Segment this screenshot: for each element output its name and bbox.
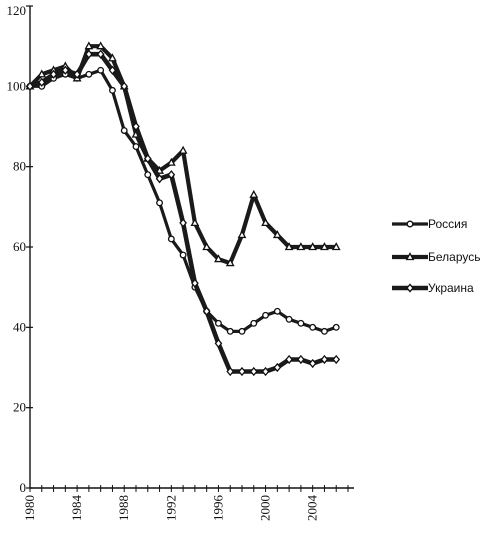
x-tick-label: 2000 xyxy=(258,495,273,521)
data-point xyxy=(262,311,270,319)
y-tick-label: 100 xyxy=(7,78,27,93)
data-point xyxy=(285,315,293,323)
legend-label: Россия xyxy=(428,217,467,231)
series-layer xyxy=(25,41,341,377)
data-point xyxy=(108,65,117,75)
data-point xyxy=(285,354,293,365)
data-point xyxy=(108,53,117,62)
data-point xyxy=(320,242,329,251)
data-point xyxy=(261,366,270,377)
x-tick-label: 1996 xyxy=(210,495,225,522)
data-point xyxy=(179,251,187,259)
data-point xyxy=(96,41,106,50)
data-point xyxy=(320,327,328,335)
y-tick-label: 0 xyxy=(20,480,27,495)
data-point xyxy=(214,254,223,263)
data-point xyxy=(49,69,58,79)
data-point xyxy=(225,258,235,267)
data-point xyxy=(273,307,281,315)
data-point xyxy=(155,174,164,184)
data-point xyxy=(406,220,414,228)
data-point xyxy=(143,154,152,164)
legend-label: Украина xyxy=(428,281,474,295)
data-point xyxy=(320,354,329,365)
axes: 0 20 40 60 80 100 120 1980 1984 1988 1992 1996 2000 2… xyxy=(7,3,354,522)
data-point xyxy=(237,230,247,239)
data-point xyxy=(226,366,235,377)
data-point xyxy=(191,278,199,288)
series-3 xyxy=(26,49,341,377)
x-tick-label: 1980 xyxy=(22,495,37,521)
data-point xyxy=(261,218,270,227)
data-point xyxy=(167,170,176,180)
series-1 xyxy=(26,66,340,335)
data-point xyxy=(238,327,246,335)
data-point xyxy=(179,218,187,228)
data-point xyxy=(297,354,305,365)
x-tick-label: 1992 xyxy=(163,495,178,521)
data-point xyxy=(202,306,211,316)
legend-label: Беларусь xyxy=(428,250,480,264)
data-point xyxy=(120,81,129,91)
series-line xyxy=(27,51,339,374)
legend-item: Беларусь xyxy=(392,250,480,264)
data-point xyxy=(284,242,294,251)
data-point xyxy=(37,77,46,87)
data-point xyxy=(226,327,234,335)
data-point xyxy=(272,230,282,239)
data-point xyxy=(120,127,128,134)
data-point xyxy=(238,366,246,377)
y-tick-label: 40 xyxy=(13,319,26,334)
data-point xyxy=(108,86,116,94)
data-point xyxy=(85,70,93,78)
data-point xyxy=(167,235,175,243)
data-point xyxy=(296,242,306,251)
data-point xyxy=(73,69,81,79)
data-point xyxy=(332,354,341,365)
x-tick-label: 1988 xyxy=(116,495,131,521)
data-point xyxy=(178,145,188,154)
data-point xyxy=(132,121,140,132)
data-point xyxy=(166,157,176,166)
data-point xyxy=(37,69,47,78)
data-point xyxy=(249,366,258,377)
data-point xyxy=(202,242,212,251)
data-point xyxy=(214,319,222,327)
data-point xyxy=(273,362,282,373)
x-tick-label: 1984 xyxy=(69,495,84,522)
data-point xyxy=(405,252,415,261)
data-point xyxy=(297,319,305,327)
data-point xyxy=(406,283,414,293)
data-point xyxy=(132,143,140,151)
data-point xyxy=(61,65,70,75)
legend-item: Россия xyxy=(392,217,467,231)
data-point xyxy=(309,323,317,331)
data-point xyxy=(250,319,258,327)
data-point xyxy=(249,189,259,198)
data-point xyxy=(144,171,152,179)
y-tick-label: 120 xyxy=(7,3,27,18)
data-point xyxy=(97,66,105,74)
data-point xyxy=(332,323,340,331)
x-tick-label: 2004 xyxy=(305,495,320,522)
data-point xyxy=(308,242,318,251)
y-tick-label: 80 xyxy=(13,159,26,174)
data-point xyxy=(156,199,164,207)
data-point xyxy=(331,242,341,251)
data-point xyxy=(84,41,94,50)
data-point xyxy=(85,49,93,59)
y-tick-label: 60 xyxy=(13,239,26,254)
data-point xyxy=(26,81,34,91)
legend-item: Украина xyxy=(392,281,474,295)
data-point xyxy=(214,338,223,349)
y-tick-label: 20 xyxy=(13,400,26,415)
data-point xyxy=(308,358,317,369)
series-line xyxy=(28,68,338,333)
legend: Россия Беларусь Украина xyxy=(392,217,480,295)
data-point xyxy=(96,49,105,59)
data-point xyxy=(190,218,200,227)
